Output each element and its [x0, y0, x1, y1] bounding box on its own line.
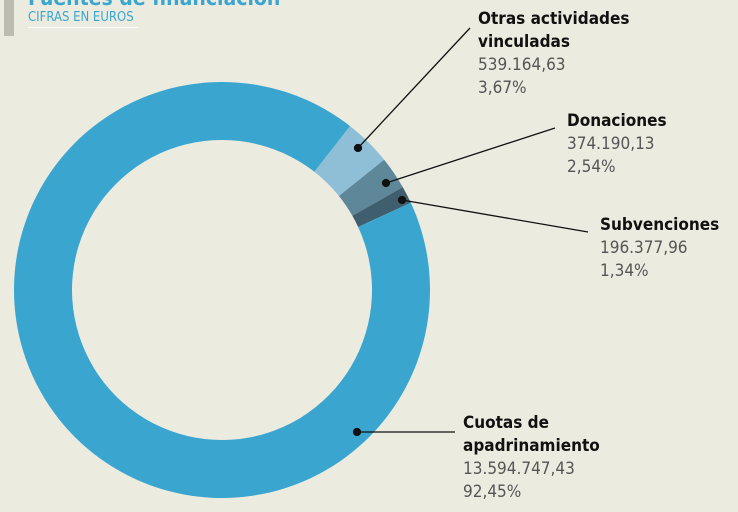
leader-dot	[353, 143, 363, 153]
label-percent: 3,67%	[478, 78, 527, 98]
label: Donaciones 374.190,13 2,54%	[567, 110, 737, 179]
leaders	[352, 27, 589, 437]
leader-dot	[381, 178, 391, 188]
label-percent: 2,54%	[567, 157, 616, 177]
slice	[338, 159, 403, 216]
label-amount: 539.164,63	[478, 55, 566, 75]
label-amount: 374.190,13	[567, 134, 655, 154]
title-bar	[4, 0, 14, 36]
leader-line	[401, 199, 589, 233]
label: Cuotas de apadrinamiento 13.594.747,43 9…	[463, 412, 628, 504]
chart-title: Fuentes de financiación	[28, 0, 280, 10]
label-name: Otras actividades vinculadas	[478, 9, 630, 52]
label-percent: 1,34%	[600, 261, 649, 281]
label: Subvenciones 196.377,96 1,34%	[600, 214, 738, 283]
label-amount: 196.377,96	[600, 238, 688, 258]
label-amount: 13.594.747,43	[463, 459, 575, 479]
label: Otras actividades vinculadas 539.164,63 …	[478, 8, 658, 100]
leader-line	[385, 127, 556, 184]
chart-subtitle: CIFRAS EN EUROS	[28, 10, 138, 28]
label-name: Donaciones	[567, 111, 667, 131]
slice	[314, 126, 385, 197]
label-name: Cuotas de apadrinamiento	[463, 413, 600, 456]
slice	[352, 187, 411, 228]
leader-dot	[352, 427, 362, 437]
leader-dot	[397, 195, 407, 205]
label-name: Subvenciones	[600, 215, 720, 235]
leader-line	[357, 27, 471, 149]
label-percent: 92,45%	[463, 482, 522, 502]
